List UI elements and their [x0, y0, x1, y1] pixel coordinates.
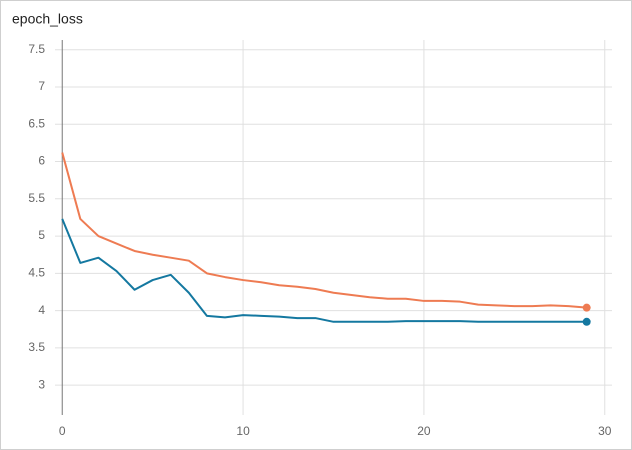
x-tick-label: 0	[59, 424, 66, 438]
y-tick-label: 5	[38, 228, 45, 242]
end-point	[582, 317, 591, 326]
y-tick-label: 6	[38, 154, 45, 168]
y-tick-label: 4	[38, 303, 45, 317]
y-tick-label: 6.5	[28, 116, 45, 130]
y-tick-label: 4.5	[28, 266, 45, 280]
y-tick-label: 3.5	[28, 340, 45, 354]
chart-title: epoch_loss	[12, 11, 83, 27]
series-line	[61, 152, 587, 309]
y-tick-label: 7.5	[28, 42, 45, 56]
y-tick-label: 3	[38, 377, 45, 391]
x-tick-label: 30	[598, 424, 612, 438]
y-tick-label: 5.5	[28, 191, 45, 205]
end-point	[582, 303, 591, 312]
x-tick-label: 10	[236, 424, 250, 438]
x-tick-label: 20	[417, 424, 431, 438]
series-line	[61, 218, 587, 323]
y-tick-label: 7	[38, 79, 45, 93]
